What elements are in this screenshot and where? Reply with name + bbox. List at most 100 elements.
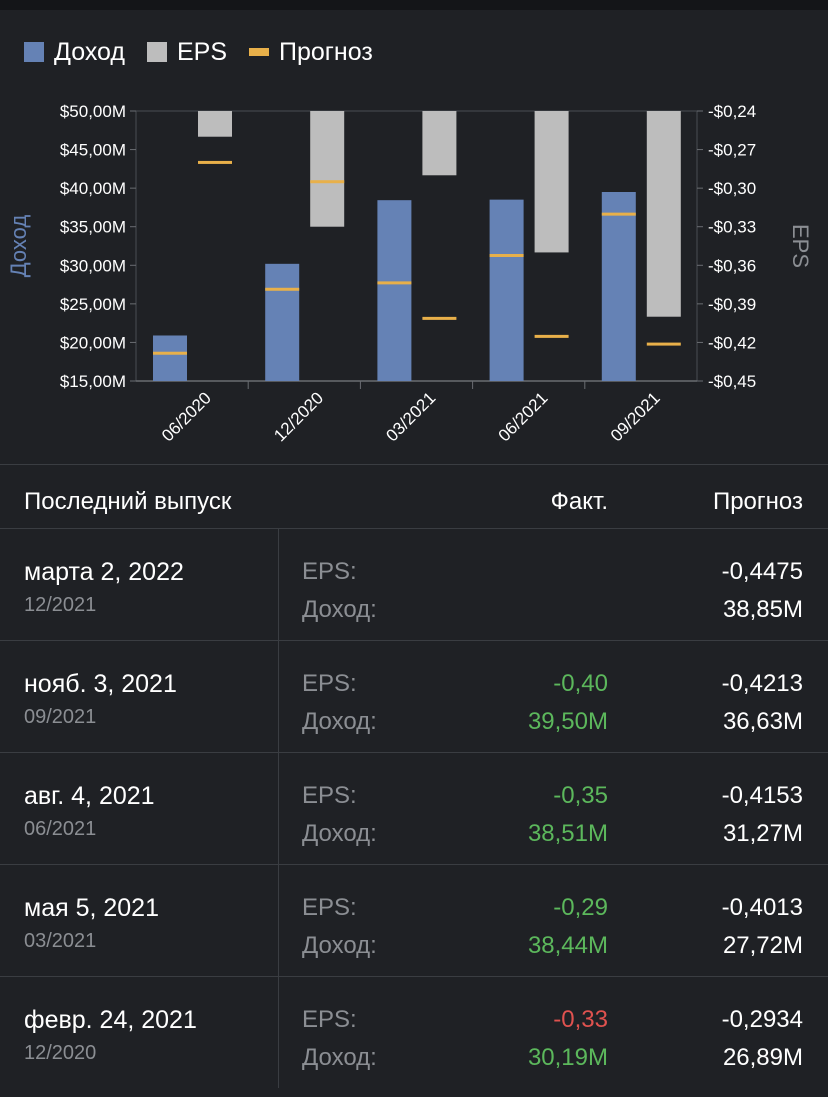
eps-bar [310,111,345,227]
x-tick-label: 06/2020 [158,388,215,445]
left-tick-label: $45,00M [60,141,126,160]
x-tick-label: 12/2020 [270,388,327,445]
table-row[interactable]: февр. 24, 2021 12/2020 EPS: Доход: -0,33 30,1… [0,976,828,1088]
eps-forecast-marker [534,334,569,338]
column-divider [278,865,279,976]
revenue-forecast-marker [601,212,636,216]
revenue-label: Доход: [302,596,377,623]
revenue-label: Доход: [302,708,377,735]
table-row[interactable]: мая 5, 2021 03/2021 EPS: Доход: -0,29 38,44M -… [0,864,828,976]
eps-forecast-marker [422,316,457,320]
eps-label: EPS: [302,1006,357,1033]
x-tick-label: 03/2021 [382,388,439,445]
release-date: нояб. 3, 2021 [24,670,177,698]
left-tick-label: $40,00M [60,179,126,198]
eps-bar [422,111,457,176]
revenue-bar [377,200,412,381]
right-tick-label: -$0,24 [708,102,756,121]
right-tick-label: -$0,39 [708,295,756,314]
eps-bar [646,111,681,317]
legend-label: EPS [177,37,228,66]
earnings-table: марта 2, 2022 12/2021 EPS: Доход: -0,4475 38,… [0,528,828,1088]
left-tick-label: $35,00M [60,218,126,237]
eps-forecast: -0,4475 [721,558,803,585]
column-divider [278,977,279,1088]
column-divider [278,529,279,640]
left-tick-label: $20,00M [60,333,126,352]
eps-bar [198,111,232,137]
legend-item-eps[interactable]: EPS [147,38,227,67]
revenue-forecast: 36,63M [722,708,803,735]
x-tick-label: 06/2021 [495,388,552,445]
table-row[interactable]: авг. 4, 2021 06/2021 EPS: Доход: -0,35 38,51M… [0,752,828,864]
header-release: Последний выпуск [24,488,232,515]
eps-label: EPS: [302,558,357,585]
eps-label: EPS: [302,894,357,921]
revenue-forecast: 31,27M [722,820,803,847]
column-divider [278,753,279,864]
fiscal-period: 09/2021 [24,706,97,728]
chart-divider [0,464,828,465]
left-tick-label: $50,00M [60,102,126,121]
eps-actual: -0,33 [553,1006,608,1033]
header-forecast: Прогноз [712,488,803,515]
revenue-forecast-marker [265,287,300,291]
eps-actual: -0,29 [553,894,608,921]
release-date: авг. 4, 2021 [24,782,155,810]
revenue-actual: 30,19M [527,1044,608,1071]
x-tick-label: 09/2021 [607,388,664,445]
revenue-forecast-marker [153,351,187,355]
fiscal-period: 06/2021 [24,818,97,840]
revenue-label: Доход: [302,820,377,847]
legend-label: Доход [54,37,125,66]
left-tick-label: $15,00M [60,372,126,391]
right-tick-label: -$0,42 [708,333,756,352]
right-tick-label: -$0,36 [708,256,756,275]
legend-label: Прогноз [279,37,373,66]
left-tick-label: $30,00M [60,256,126,275]
eps-forecast: -0,4013 [721,894,803,921]
header-actual: Факт. [550,488,608,515]
release-date: февр. 24, 2021 [24,1006,197,1034]
eps-actual: -0,35 [553,782,608,809]
left-axis-title: Доход [6,215,31,278]
revenue-actual: 38,44M [527,932,608,959]
earnings-chart: $50,00M $45,00M $40,00M $35,00M $30,00M $25,0… [6,102,813,445]
revenue-forecast: 27,72M [722,932,803,959]
fiscal-period: 12/2020 [24,1042,97,1064]
left-tick-label: $25,00M [60,295,126,314]
revenue-label: Доход: [302,1044,377,1071]
legend-item-revenue[interactable]: Доход [24,38,125,67]
revenue-actual: 39,50M [527,708,608,735]
legend-swatch-revenue [24,42,44,62]
right-tick-label: -$0,30 [708,179,756,198]
eps-forecast-marker [646,342,681,346]
eps-forecast-marker [198,160,232,164]
revenue-forecast: 26,89M [722,1044,803,1071]
eps-label: EPS: [302,782,357,809]
fiscal-period: 03/2021 [24,930,97,952]
right-tick-label: -$0,45 [708,372,756,391]
eps-forecast: -0,4213 [721,670,803,697]
revenue-label: Доход: [302,932,377,959]
revenue-bar [489,199,524,381]
eps-forecast-marker [310,180,345,184]
right-tick-label: -$0,27 [708,141,756,160]
revenue-actual: 38,51M [527,820,608,847]
legend-swatch-eps [147,42,167,62]
right-axis-title: EPS [788,224,813,268]
table-row[interactable]: нояб. 3, 2021 09/2021 EPS: Доход: -0,40 39,50… [0,640,828,752]
column-divider [278,641,279,752]
eps-forecast: -0,2934 [721,1006,803,1033]
eps-label: EPS: [302,670,357,697]
table-header: Последний выпуск Факт. Прогноз [0,478,828,528]
table-row[interactable]: марта 2, 2022 12/2021 EPS: Доход: -0,4475 38,… [0,528,828,640]
revenue-bar [265,263,300,381]
legend-swatch-forecast [249,48,270,56]
eps-actual: -0,40 [553,670,608,697]
release-date: мая 5, 2021 [24,894,159,922]
legend-item-forecast[interactable]: Прогноз [249,38,373,67]
chart-legend: Доход EPS Прогноз [24,36,395,68]
revenue-bar [153,335,187,381]
revenue-bar [601,192,636,381]
